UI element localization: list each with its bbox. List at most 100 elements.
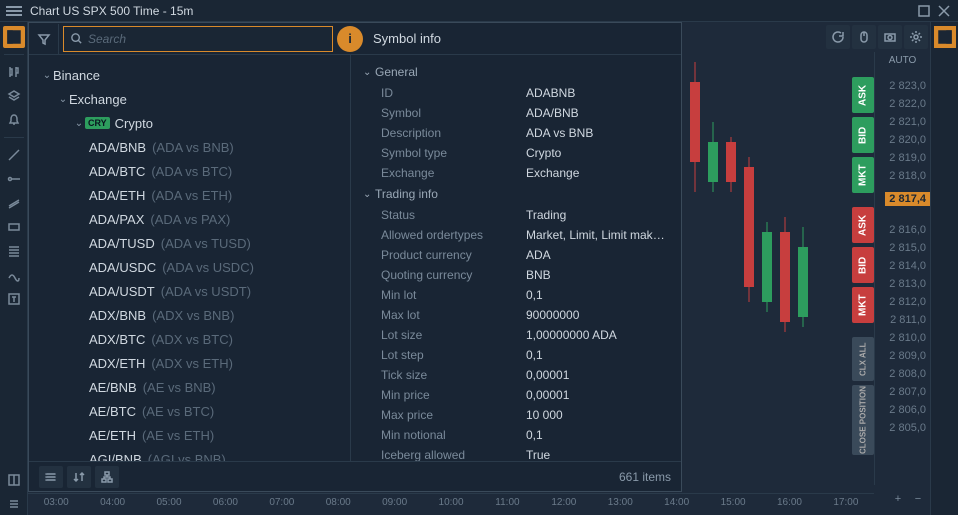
tree-node-crypto[interactable]: ⌄CRYCrypto xyxy=(29,111,350,135)
tree-symbol-item[interactable]: AE/BNB(AE vs BNB) xyxy=(29,375,350,399)
tree-symbol-item[interactable]: ADA/BNB(ADA vs BNB) xyxy=(29,135,350,159)
price-tick: 2 814,0 xyxy=(889,260,926,272)
camera-icon[interactable] xyxy=(878,25,902,49)
panel-footer: 661 items xyxy=(29,461,681,491)
zoom-out-icon[interactable]: − xyxy=(910,491,926,507)
tree-node-root[interactable]: ⌄Binance xyxy=(29,63,350,87)
trend-tool-icon[interactable] xyxy=(3,192,25,214)
gear-icon[interactable] xyxy=(904,25,928,49)
zoom-in-icon[interactable]: + xyxy=(890,491,906,507)
right-toolbar xyxy=(930,22,958,515)
info-row: Max price10 000 xyxy=(363,405,669,425)
search-input[interactable] xyxy=(88,32,332,46)
info-section-general[interactable]: ⌄General xyxy=(363,65,669,79)
info-row: Lot size1,00000000 ADA xyxy=(363,325,669,345)
info-row: Iceberg allowedTrue xyxy=(363,445,669,461)
panel-toggle-right-icon[interactable] xyxy=(934,26,956,48)
menu-icon[interactable] xyxy=(6,6,22,16)
price-tick: 2 820,0 xyxy=(889,134,926,146)
line-tool-icon[interactable] xyxy=(3,144,25,166)
tree-symbol-item[interactable]: ADX/ETH(ADX vs ETH) xyxy=(29,351,350,375)
tree-view-icon[interactable] xyxy=(39,466,63,488)
info-row: Min lot0,1 xyxy=(363,285,669,305)
ask-sell-button[interactable]: ASK xyxy=(852,207,874,243)
tree-symbol-item[interactable]: ADA/BTC(ADA vs BTC) xyxy=(29,159,350,183)
info-row: DescriptionADA vs BNB xyxy=(363,123,669,143)
price-tick: 2 818,0 xyxy=(889,170,926,182)
panel-header: i Symbol info xyxy=(29,23,681,55)
info-row: Allowed ordertypesMarket, Limit, Limit m… xyxy=(363,225,669,245)
search-field[interactable] xyxy=(63,26,333,52)
info-row: Product currencyADA xyxy=(363,245,669,265)
panel-toggle-icon[interactable] xyxy=(3,26,25,48)
tree-symbol-item[interactable]: AE/BTC(AE vs BTC) xyxy=(29,399,350,423)
window-title: Chart US SPX 500 Time - 15m xyxy=(30,4,193,18)
axis-auto-label[interactable]: AUTO xyxy=(875,52,930,69)
candlestick-icon[interactable] xyxy=(3,61,25,83)
refresh-icon[interactable] xyxy=(826,25,850,49)
mouse-icon[interactable] xyxy=(852,25,876,49)
price-tick: 2 812,0 xyxy=(889,296,926,308)
price-tick: 2 811,0 xyxy=(890,314,926,326)
tree-symbol-item[interactable]: ADA/USDT(ADA vs USDT) xyxy=(29,279,350,303)
time-tick: 06:00 xyxy=(197,494,253,515)
mkt-button[interactable]: MKT xyxy=(852,157,874,193)
info-row: Lot step0,1 xyxy=(363,345,669,365)
book-icon[interactable] xyxy=(3,469,25,491)
time-tick: 13:00 xyxy=(592,494,648,515)
time-tick: 16:00 xyxy=(761,494,817,515)
price-tick: 2 823,0 xyxy=(889,80,926,92)
price-tick: 2 805,0 xyxy=(889,422,926,434)
tree-symbol-item[interactable]: AE/ETH(AE vs ETH) xyxy=(29,423,350,447)
time-tick: 12:00 xyxy=(536,494,592,515)
search-icon xyxy=(64,32,88,45)
tree-symbol-item[interactable]: ADA/USDC(ADA vs USDC) xyxy=(29,255,350,279)
price-tick: 2 822,0 xyxy=(889,98,926,110)
info-row: Quoting currencyBNB xyxy=(363,265,669,285)
ask-button[interactable]: ASK xyxy=(852,77,874,113)
sort-icon[interactable] xyxy=(67,466,91,488)
price-tick: 2 816,0 xyxy=(889,224,926,236)
info-icon[interactable]: i xyxy=(337,26,363,52)
info-row: Max lot90000000 xyxy=(363,305,669,325)
info-row: StatusTrading xyxy=(363,205,669,225)
time-tick: 17:00 xyxy=(818,494,874,515)
bid-sell-button[interactable]: BID xyxy=(852,247,874,283)
tree-symbol-item[interactable]: AGI/BNB(AGI vs BNB) xyxy=(29,447,350,461)
hierarchy-icon[interactable] xyxy=(95,466,119,488)
time-tick: 09:00 xyxy=(366,494,422,515)
filter-icon[interactable] xyxy=(29,24,59,54)
maximize-button[interactable] xyxy=(916,3,932,19)
price-tick: 2 810,0 xyxy=(889,332,926,344)
tree-symbol-item[interactable]: ADA/PAX(ADA vs PAX) xyxy=(29,207,350,231)
layers-icon[interactable] xyxy=(3,85,25,107)
alert-icon[interactable] xyxy=(3,109,25,131)
price-tick: 2 821,0 xyxy=(889,116,926,128)
text-tool-icon[interactable] xyxy=(3,288,25,310)
panel-title: Symbol info xyxy=(373,31,441,46)
price-tick: 2 813,0 xyxy=(889,278,926,290)
tree-symbol-item[interactable]: ADA/ETH(ADA vs ETH) xyxy=(29,183,350,207)
list-icon[interactable] xyxy=(3,493,25,515)
clx-all-button[interactable]: CLX ALL xyxy=(852,337,874,381)
bid-button[interactable]: BID xyxy=(852,117,874,153)
symbol-info: ⌄GeneralIDADABNBSymbolADA/BNBDescription… xyxy=(351,55,681,461)
close-button[interactable] xyxy=(936,3,952,19)
rect-tool-icon[interactable] xyxy=(3,216,25,238)
item-count: 661 items xyxy=(619,470,671,484)
tree-symbol-item[interactable]: ADX/BNB(ADX vs BNB) xyxy=(29,303,350,327)
tree-symbol-item[interactable]: ADA/TUSD(ADA vs TUSD) xyxy=(29,231,350,255)
titlebar: Chart US SPX 500 Time - 15m xyxy=(0,0,958,22)
fib-tool-icon[interactable] xyxy=(3,240,25,262)
tree-symbol-item[interactable]: ADX/BTC(ADX vs BTC) xyxy=(29,327,350,351)
info-row: SymbolADA/BNB xyxy=(363,103,669,123)
tree-node-exchange[interactable]: ⌄Exchange xyxy=(29,87,350,111)
mkt-sell-button[interactable]: MKT xyxy=(852,287,874,323)
close-position-button[interactable]: CLOSE POSITION xyxy=(852,385,874,455)
info-section-trading[interactable]: ⌄Trading info xyxy=(363,187,669,201)
current-price-label: 2 817,4 xyxy=(885,192,930,206)
hline-tool-icon[interactable] xyxy=(3,168,25,190)
info-row: Min notional0,1 xyxy=(363,425,669,445)
info-row: ExchangeExchange xyxy=(363,163,669,183)
draw-tool-icon[interactable] xyxy=(3,264,25,286)
